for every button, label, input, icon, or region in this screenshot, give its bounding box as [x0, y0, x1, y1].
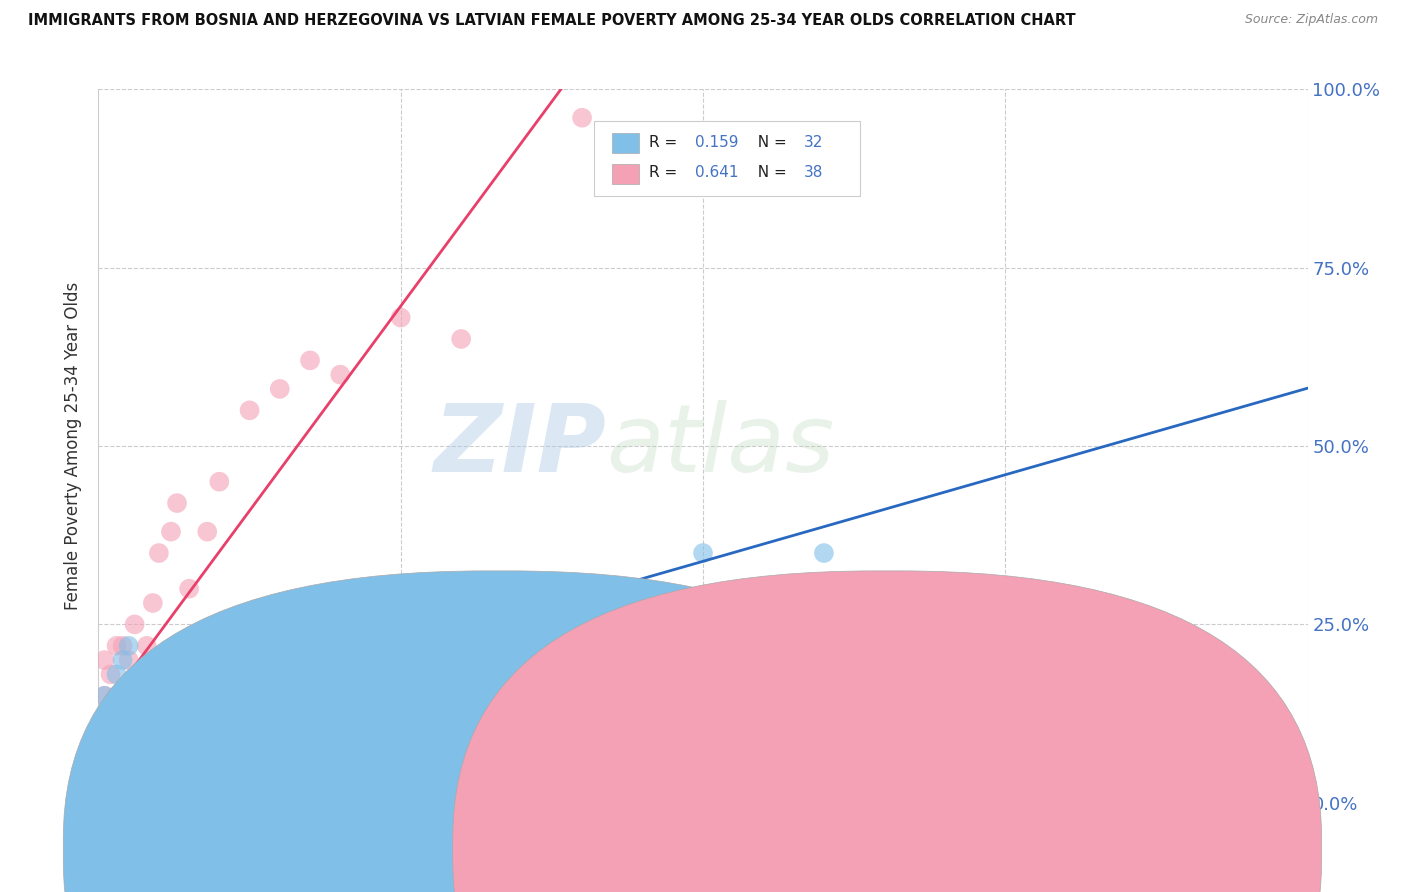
Text: atlas: atlas [606, 401, 835, 491]
Point [93, 774, 115, 789]
Point [571, 111, 593, 125]
Text: R =: R = [648, 136, 682, 150]
Point [100, 767, 122, 781]
Text: 0.0%: 0.0% [98, 853, 141, 871]
Point [111, 696, 134, 710]
Point [93, 653, 115, 667]
Point [135, 724, 157, 739]
Point [93, 689, 115, 703]
Point [100, 781, 122, 796]
Point [299, 353, 322, 368]
Point [269, 382, 291, 396]
Point [111, 639, 134, 653]
Point [111, 696, 134, 710]
Text: 38: 38 [803, 165, 823, 180]
Text: IMMIGRANTS FROM BOSNIA AND HERZEGOVINA VS LATVIAN FEMALE POVERTY AMONG 25-34 YEA: IMMIGRANTS FROM BOSNIA AND HERZEGOVINA V… [28, 13, 1076, 29]
Point [179, 582, 201, 596]
Point [118, 653, 141, 667]
Y-axis label: Female Poverty Among 25-34 Year Olds: Female Poverty Among 25-34 Year Olds [65, 282, 83, 610]
Point [93, 739, 115, 753]
Point [208, 696, 231, 710]
Point [813, 546, 835, 560]
Point [100, 767, 122, 781]
Text: N =: N = [748, 165, 792, 180]
Text: 0.641: 0.641 [695, 165, 738, 180]
Point [124, 739, 146, 753]
Point [93, 710, 115, 724]
Text: Immigrants from Bosnia and Herzegovina: Immigrants from Bosnia and Herzegovina [517, 843, 837, 857]
Point [105, 639, 128, 653]
Point [118, 639, 141, 653]
Text: ZIP: ZIP [433, 400, 606, 492]
Point [269, 653, 291, 667]
Point [124, 617, 146, 632]
Point [105, 739, 128, 753]
Point [100, 724, 122, 739]
Point [93, 781, 115, 796]
Point [135, 639, 157, 653]
Point [124, 681, 146, 696]
Point [93, 760, 115, 774]
Point [93, 717, 115, 731]
Point [105, 710, 128, 724]
Point [105, 724, 128, 739]
Point [93, 739, 115, 753]
Point [124, 696, 146, 710]
Point [129, 731, 152, 746]
Point [148, 546, 170, 560]
Point [105, 667, 128, 681]
Text: 0.159: 0.159 [695, 136, 738, 150]
Point [100, 703, 122, 717]
Text: N =: N = [748, 136, 792, 150]
Point [208, 475, 231, 489]
Point [100, 746, 122, 760]
Point [450, 603, 472, 617]
Point [129, 667, 152, 681]
Point [105, 753, 128, 767]
Text: R =: R = [648, 165, 682, 180]
Point [160, 524, 183, 539]
FancyBboxPatch shape [613, 164, 638, 184]
Point [100, 710, 122, 724]
Text: 32: 32 [803, 136, 823, 150]
Point [100, 739, 122, 753]
Point [111, 653, 134, 667]
Point [111, 739, 134, 753]
FancyBboxPatch shape [613, 134, 638, 153]
Text: 20.0%: 20.0% [1256, 853, 1308, 871]
Point [142, 596, 165, 610]
Point [329, 368, 352, 382]
Point [118, 746, 141, 760]
Point [105, 689, 128, 703]
Point [239, 403, 262, 417]
Point [111, 767, 134, 781]
Point [124, 739, 146, 753]
Text: Source: ZipAtlas.com: Source: ZipAtlas.com [1244, 13, 1378, 27]
Point [692, 546, 714, 560]
Point [93, 760, 115, 774]
Point [118, 717, 141, 731]
Point [100, 667, 122, 681]
Point [93, 689, 115, 703]
Point [239, 653, 262, 667]
Point [166, 496, 188, 510]
Point [450, 332, 472, 346]
Point [111, 731, 134, 746]
Point [118, 724, 141, 739]
Point [329, 639, 352, 653]
Point [389, 310, 412, 325]
Text: Latvians: Latvians [907, 843, 972, 857]
Point [195, 524, 218, 539]
Point [571, 603, 593, 617]
Point [105, 760, 128, 774]
FancyBboxPatch shape [595, 121, 860, 196]
